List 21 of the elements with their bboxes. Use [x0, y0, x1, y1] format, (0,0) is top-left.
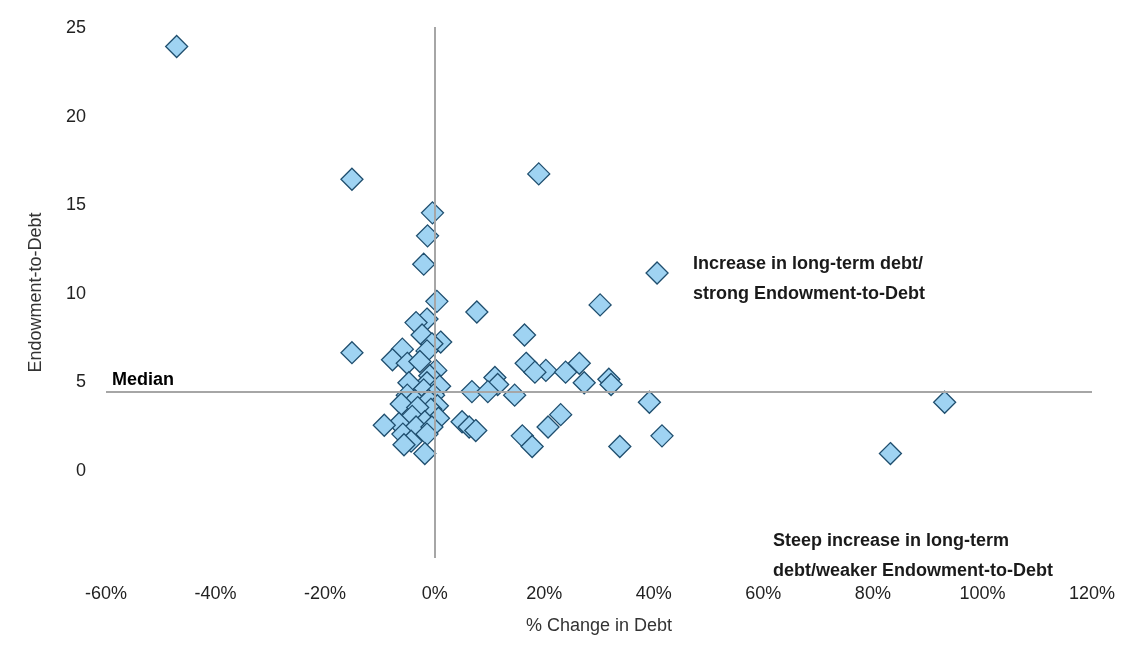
- x-tick-label: -20%: [304, 583, 347, 603]
- x-tick-label: 0%: [421, 583, 448, 603]
- x-tick-label: 20%: [526, 583, 563, 603]
- x-tick-label: 100%: [959, 583, 1006, 603]
- y-tick-label: 5: [75, 371, 86, 391]
- y-tick-label: 0: [75, 459, 86, 480]
- ref-line-label: Median: [112, 368, 175, 389]
- y-tick-label: 20: [65, 105, 86, 126]
- y-tick-label: 25: [65, 17, 86, 37]
- y-axis-title: Endowment-to-Debt: [25, 212, 45, 373]
- x-tick-label: 120%: [1068, 583, 1116, 603]
- x-axis-title: % Change in Debt: [525, 615, 673, 635]
- x-tick-label: 40%: [635, 583, 672, 603]
- annotation: Increase in long-term debt/ strong Endowment-to-Debt: [693, 253, 925, 303]
- y-tick-label: 10: [65, 282, 86, 303]
- y-tick-label: 15: [65, 194, 86, 214]
- x-tick-label: 80%: [854, 583, 891, 603]
- annotation: Steep increase in long-term debt/weaker Endowment-to-Debt: [773, 530, 1054, 580]
- x-tick-label: -60%: [84, 583, 128, 603]
- x-tick-label: 60%: [745, 583, 782, 603]
- x-tick-label: -40%: [194, 583, 237, 603]
